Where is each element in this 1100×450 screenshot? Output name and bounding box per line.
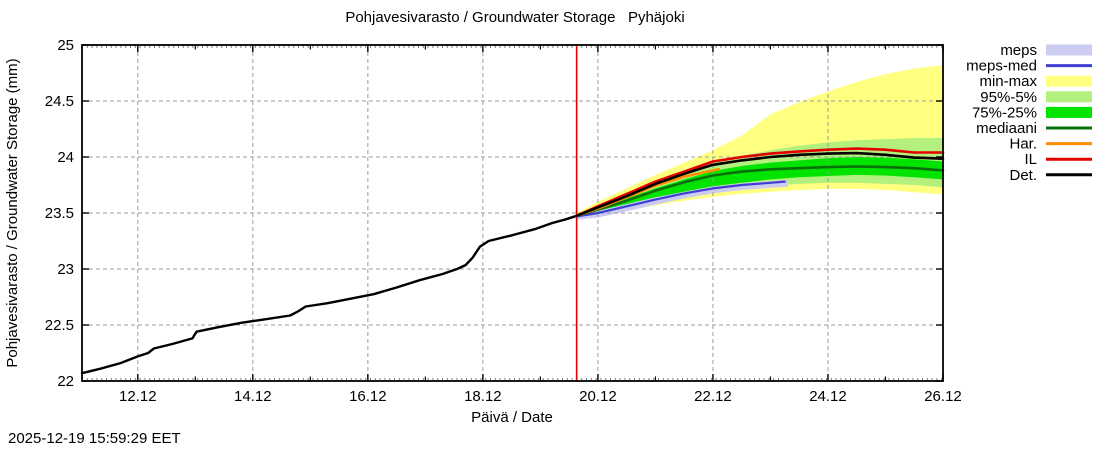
line-observed-history bbox=[80, 214, 578, 375]
band-meps bbox=[576, 180, 788, 220]
y-tick-label: 25 bbox=[57, 37, 74, 54]
x-tick-label: 12.12 bbox=[119, 388, 157, 405]
legend-swatch-band bbox=[1046, 106, 1092, 118]
line-mediaani bbox=[575, 165, 945, 218]
render-timestamp: 2025-12-19 15:59:29 EET bbox=[8, 430, 181, 447]
legend-label-75-25-: 75%-25% bbox=[972, 104, 1037, 121]
line-meps-med bbox=[575, 180, 786, 218]
legend-swatch-band bbox=[1046, 91, 1092, 103]
legend-label-95-5-: 95%-5% bbox=[980, 89, 1037, 106]
legend-label-il: IL bbox=[1024, 151, 1037, 168]
x-axis-label: Päivä / Date bbox=[471, 409, 553, 426]
legend-label-meps: meps bbox=[1000, 42, 1037, 59]
band-75%-25% bbox=[576, 157, 943, 217]
x-tick-label: 26.12 bbox=[924, 388, 962, 405]
x-tick-label: 22.12 bbox=[694, 388, 732, 405]
legend-swatch-band bbox=[1046, 75, 1092, 87]
y-tick-label: 23 bbox=[57, 261, 74, 278]
legend-label-mediaani: mediaani bbox=[976, 120, 1037, 137]
y-tick-label: 22 bbox=[57, 373, 74, 390]
x-tick-label: 20.12 bbox=[579, 388, 617, 405]
y-tick-label: 24 bbox=[57, 149, 74, 166]
legend-label-meps-med: meps-med bbox=[966, 58, 1037, 75]
chart-title: Pohjavesivarasto / Groundwater Storage P… bbox=[345, 9, 684, 26]
x-tick-label: 14.12 bbox=[234, 388, 272, 405]
legend-label-det-: Det. bbox=[1009, 167, 1037, 184]
legend-label-min-max: min-max bbox=[979, 73, 1037, 90]
x-tick-label: 18.12 bbox=[464, 388, 502, 405]
y-tick-label: 22.5 bbox=[45, 317, 74, 334]
line-Det. bbox=[575, 151, 945, 218]
line-IL bbox=[575, 147, 945, 218]
plot-area: 12.12 14.12 16.12 18.12 20.12 22.12 24.12 26.12… bbox=[45, 37, 1092, 405]
x-tick-label: 16.12 bbox=[349, 388, 387, 405]
y-axis-label: Pohjavesivarasto / Groundwater Storage (… bbox=[4, 58, 21, 367]
y-tick-label: 24.5 bbox=[45, 93, 74, 110]
y-tick-label: 23.5 bbox=[45, 205, 74, 222]
x-tick-label: 24.12 bbox=[809, 388, 847, 405]
legend-label-har-: Har. bbox=[1009, 136, 1037, 153]
legend-swatch-band bbox=[1046, 44, 1092, 56]
